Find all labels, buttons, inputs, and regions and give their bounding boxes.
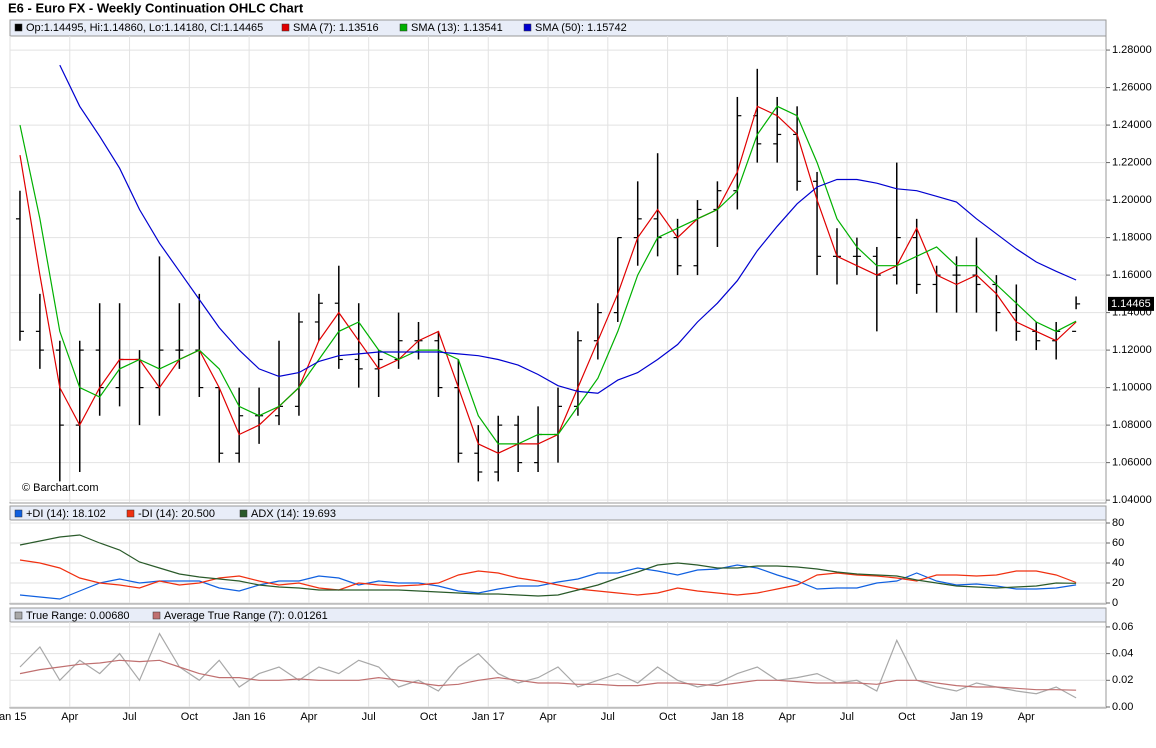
x-tick-label: Jul [601,711,615,723]
x-tick-label: Jan 16 [233,711,266,723]
panel [9,505,1107,605]
legend-swatch [399,23,408,32]
legend-swatch [126,509,135,518]
legend-swatch [14,23,23,32]
x-tick-label: Apr [539,711,556,723]
x-tick-label: Jul [123,711,137,723]
legend-label: Average True Range (7): 0.01261 [164,610,328,622]
legend-strip [9,607,1107,623]
legend-label: SMA (50): 1.15742 [535,22,627,34]
y-tick-label: 1.16000 [1112,269,1152,281]
series-line [59,64,1077,394]
x-tick-label: Jul [840,711,854,723]
y-tick-label: 1.26000 [1112,81,1152,93]
y-tick-label: 1.28000 [1112,44,1152,56]
x-tick-label: Jan 18 [711,711,744,723]
y-tick-label: 1.20000 [1112,194,1152,206]
x-tick-label: Apr [300,711,317,723]
x-tick-label: Jan 17 [472,711,505,723]
legend-label: -DI (14): 20.500 [138,508,215,520]
last-price-label: 1.14465 [1111,298,1151,310]
y-tick-label: 1.08000 [1112,419,1152,431]
legend-swatch [14,509,23,518]
y-tick-label: 1.12000 [1112,344,1152,356]
y-tick-label: 0.02 [1112,674,1133,686]
series-line [19,559,1077,596]
legend-swatch [281,23,290,32]
legend-swatch [152,611,161,620]
x-tick-label: Apr [1018,711,1035,723]
legend-label: +DI (14): 18.102 [26,508,106,520]
chart-title: E6 - Euro FX - Weekly Continuation OHLC … [8,0,304,15]
x-tick-label: Oct [420,711,437,723]
legend-label: SMA (7): 1.13516 [293,22,379,34]
x-tick-label: Jul [362,711,376,723]
y-tick-label: 1.06000 [1112,457,1152,469]
x-tick-label: Apr [61,711,78,723]
series-line [19,659,1077,691]
annotation: © Barchart.com [22,482,99,494]
last-price-box [1108,296,1154,311]
x-tick-label: Oct [659,711,676,723]
series-line [19,632,1077,699]
x-tick-label: Oct [898,711,915,723]
panel [9,607,1107,709]
legend-swatch [523,23,532,32]
y-tick-label: 1.24000 [1112,119,1152,131]
y-tick-label: 1.04000 [1112,494,1152,506]
y-tick-label: 1.22000 [1112,156,1152,168]
y-tick-label: 0.00 [1112,701,1133,713]
x-tick-label: Apr [779,711,796,723]
y-tick-label: 40 [1112,557,1124,569]
legend-strip [9,505,1107,521]
series-line [19,564,1077,600]
y-tick-label: 20 [1112,577,1124,589]
legend-swatch [14,611,23,620]
legend-label: True Range: 0.00680 [26,610,130,622]
y-tick-label: 0.06 [1112,621,1133,633]
legend-label: SMA (13): 1.13541 [411,22,503,34]
x-tick-label: Oct [181,711,198,723]
x-tick-label: Jan 15 [0,711,27,723]
y-tick-label: 80 [1112,517,1124,529]
x-tick-label: Jan 19 [950,711,983,723]
series-line [19,105,1077,445]
legend-label: ADX (14): 19.693 [251,508,336,520]
y-tick-label: 60 [1112,537,1124,549]
legend-swatch [239,509,248,518]
y-tick-label: 0.04 [1112,648,1133,660]
legend-label: Op:1.14495, Hi:1.14860, Lo:1.14180, Cl:1… [26,22,263,34]
y-tick-label: 0 [1112,597,1118,609]
y-tick-label: 1.18000 [1112,231,1152,243]
y-tick-label: 1.10000 [1112,382,1152,394]
series-line [19,534,1077,597]
